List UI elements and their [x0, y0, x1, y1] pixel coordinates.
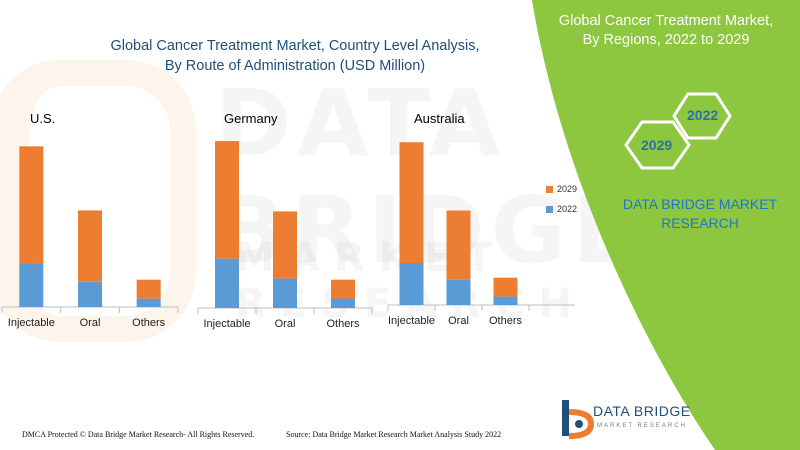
- bar-2029-others: [136, 279, 161, 299]
- bar-2029-oral: [78, 210, 102, 282]
- bar-2029-oral: [446, 210, 471, 280]
- x-tick-label: Injectable: [8, 317, 55, 329]
- bar-2029-injectable: [215, 141, 239, 259]
- bar-2022-others: [136, 298, 161, 307]
- footer-copyright: DMCA Protected © Data Bridge Market Rese…: [22, 430, 255, 439]
- bar-2022-injectable: [19, 263, 44, 307]
- bar-2029-others: [493, 277, 518, 297]
- hexagon-2029-icon: [624, 120, 691, 170]
- brand-text-line-2: RESEARCH: [661, 215, 739, 231]
- bar-2029-injectable: [399, 142, 424, 263]
- x-tick-label: Injectable: [388, 315, 435, 327]
- footer-source: Source: Data Bridge Market Research Mark…: [286, 430, 502, 439]
- bar-2029-oral: [273, 211, 297, 279]
- bar-2022-oral: [273, 278, 297, 308]
- badge-year-2022: 2022: [687, 107, 719, 123]
- legend-item-2029: 2029: [546, 184, 577, 194]
- x-tick-label: Oral: [275, 318, 296, 330]
- bar-2022-others: [493, 296, 518, 305]
- panel-title-australia: Australia: [414, 111, 465, 126]
- panel-title-germany: Germany: [224, 111, 278, 126]
- x-tick-label: Others: [326, 318, 360, 330]
- bar-2022-others: [331, 298, 355, 308]
- side-title-line-2: By Regions, 2022 to 2029: [582, 32, 750, 48]
- legend-swatch-2029: [546, 186, 553, 194]
- legend-label-2022: 2022: [557, 204, 578, 214]
- side-title: Global Cancer Treatment Market, By Regio…: [532, 12, 800, 50]
- brand-text-line-1: DATA BRIDGE MARKET: [622, 196, 778, 212]
- legend-swatch-2022: [546, 206, 553, 214]
- brand-text: DATA BRIDGE MARKET RESEARCH: [600, 195, 800, 233]
- x-tick-label: Oral: [448, 315, 469, 327]
- bar-2022-oral: [78, 281, 102, 307]
- chart-title-line-2: By Route of Administration (USD Million): [164, 58, 426, 74]
- chart-title-line-1: Global Cancer Treatment Market, Country …: [110, 38, 480, 54]
- bar-2022-injectable: [399, 263, 424, 305]
- bar-2022-oral: [446, 279, 471, 305]
- legend-item-2022: 2022: [546, 204, 577, 214]
- x-tick-label: Others: [132, 317, 166, 329]
- hexagon-2022-icon: [672, 92, 732, 140]
- bar-2022-injectable: [215, 258, 239, 308]
- x-tick-label: Injectable: [203, 318, 250, 330]
- watermark-top-text: DATA BRIDGE: [215, 70, 641, 284]
- legend-label-2029: 2029: [557, 184, 578, 194]
- x-tick-label: Oral: [80, 317, 101, 329]
- side-title-line-1: Global Cancer Treatment Market,: [558, 13, 774, 29]
- logo-name: DATA BRIDGE: [593, 403, 691, 419]
- badge-year-2029: 2029: [641, 137, 673, 153]
- panel-title-us: U.S.: [30, 111, 56, 126]
- chart-main-title: Global Cancer Treatment Market, Country …: [85, 36, 505, 76]
- bar-2029-injectable: [19, 146, 44, 264]
- bar-2029-others: [331, 279, 355, 299]
- logo-tagline: MARKET RESEARCH: [597, 423, 687, 429]
- x-tick-label: Others: [489, 315, 523, 327]
